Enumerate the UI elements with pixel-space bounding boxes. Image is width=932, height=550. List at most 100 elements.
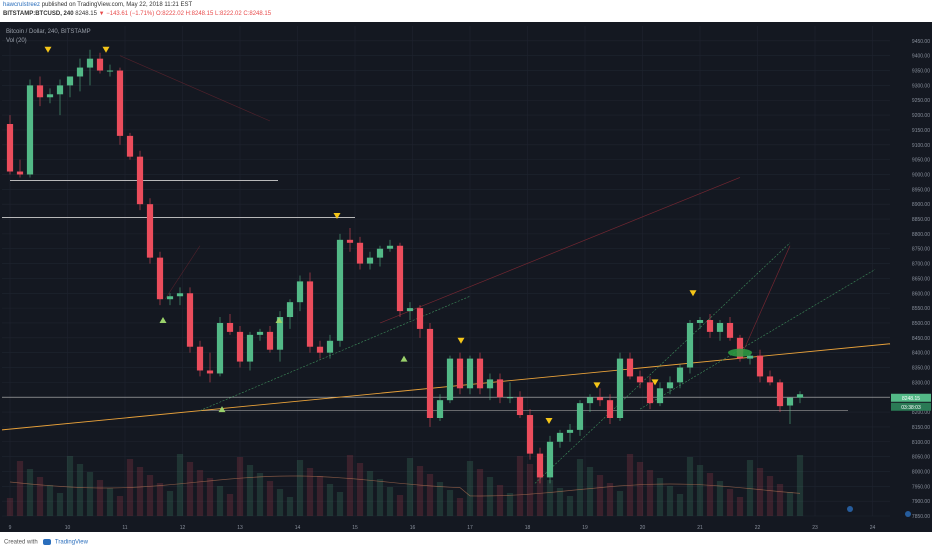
candle-body[interactable]: [116, 70, 124, 136]
candle-body[interactable]: [46, 94, 54, 98]
candle-body[interactable]: [516, 397, 524, 416]
candle-body[interactable]: [96, 58, 104, 71]
candle-body[interactable]: [766, 376, 774, 383]
candle-body[interactable]: [636, 376, 644, 383]
sell-signal-arrow-icon: [689, 290, 697, 297]
candle-body[interactable]: [476, 358, 484, 389]
candle-body[interactable]: [216, 322, 224, 374]
candle-body[interactable]: [306, 281, 314, 347]
candle-body[interactable]: [256, 331, 264, 335]
candle-body[interactable]: [156, 257, 164, 300]
volume-bar: [656, 478, 664, 516]
candle-body[interactable]: [106, 70, 114, 72]
red-trendline[interactable]: [379, 177, 741, 324]
candle-body[interactable]: [76, 67, 84, 77]
candle-body[interactable]: [286, 302, 294, 318]
candle-body[interactable]: [506, 397, 514, 399]
candle-body[interactable]: [66, 76, 74, 86]
red-trendline[interactable]: [119, 55, 271, 122]
candle-body[interactable]: [386, 245, 394, 249]
candle-body[interactable]: [736, 337, 744, 359]
candle-body[interactable]: [36, 85, 44, 98]
candle-body[interactable]: [86, 58, 94, 68]
candle-body[interactable]: [316, 346, 324, 353]
candle-body[interactable]: [56, 85, 64, 95]
candle-body[interactable]: [686, 322, 694, 368]
candle-body[interactable]: [496, 379, 504, 398]
candle-body[interactable]: [576, 403, 584, 430]
author-link[interactable]: hawcrulstreez: [3, 2, 41, 8]
y-tick-label: 8950.00: [912, 187, 930, 193]
candle-body[interactable]: [676, 367, 684, 383]
candle-body[interactable]: [166, 296, 174, 300]
candle-body[interactable]: [26, 85, 34, 175]
candle-body[interactable]: [246, 334, 254, 362]
candle-body[interactable]: [356, 242, 364, 264]
candle-body[interactable]: [146, 204, 154, 258]
candle-body[interactable]: [646, 382, 654, 404]
candle-body[interactable]: [326, 340, 334, 353]
candle-body[interactable]: [206, 370, 214, 374]
red-trendline[interactable]: [164, 245, 201, 300]
candle-body[interactable]: [666, 382, 674, 389]
highlight-ellipse[interactable]: [728, 348, 752, 357]
candle-body[interactable]: [606, 400, 614, 418]
candle-body[interactable]: [596, 397, 604, 401]
candle-body[interactable]: [796, 394, 804, 398]
candle-body[interactable]: [786, 397, 794, 406]
chart-area[interactable]: 9450.00 9400.00 9350.00 9300.00 9250.00 9200.…: [0, 22, 932, 532]
candle-body[interactable]: [566, 429, 574, 433]
candle-body[interactable]: [376, 248, 384, 258]
candle-body[interactable]: [656, 388, 664, 404]
green-channel-line[interactable]: [639, 269, 876, 410]
candle-body[interactable]: [426, 328, 434, 418]
auto-scale-icon[interactable]: [905, 511, 911, 517]
candle-body[interactable]: [6, 124, 14, 172]
candle-body[interactable]: [276, 317, 284, 350]
candle-body[interactable]: [756, 355, 764, 377]
candle-body[interactable]: [696, 320, 704, 323]
candle-body[interactable]: [546, 441, 554, 478]
candle-body[interactable]: [296, 281, 304, 303]
green-channel-line[interactable]: [534, 242, 791, 484]
candle-body[interactable]: [406, 308, 414, 312]
candle-body[interactable]: [416, 308, 424, 329]
volume-bar: [686, 457, 694, 516]
sell-signal-arrow-icon: [651, 379, 659, 386]
candle-body[interactable]: [616, 358, 624, 418]
tradingview-link[interactable]: TradingView: [54, 539, 88, 546]
candle-body[interactable]: [196, 346, 204, 371]
candle-body[interactable]: [446, 358, 454, 401]
candle-body[interactable]: [396, 245, 404, 312]
volume-bar: [76, 464, 84, 516]
candle-body[interactable]: [486, 379, 494, 389]
candle-body[interactable]: [336, 239, 344, 341]
settings-icon[interactable]: [847, 506, 853, 512]
candle-body[interactable]: [746, 355, 754, 359]
red-trendline[interactable]: [739, 245, 791, 359]
candle-body[interactable]: [536, 453, 544, 478]
candle-body[interactable]: [726, 322, 734, 338]
candle-body[interactable]: [706, 320, 714, 332]
candle-body[interactable]: [436, 400, 444, 418]
candle-body[interactable]: [586, 397, 594, 404]
candle-body[interactable]: [466, 358, 474, 389]
candle-body[interactable]: [176, 293, 184, 297]
candle-body[interactable]: [346, 239, 354, 243]
candle-body[interactable]: [266, 331, 274, 350]
candle-body[interactable]: [716, 322, 724, 332]
candle-body[interactable]: [236, 331, 244, 362]
candle-body[interactable]: [776, 382, 784, 407]
candle-body[interactable]: [556, 432, 564, 442]
candle-body[interactable]: [226, 322, 234, 332]
candle-body[interactable]: [126, 135, 134, 157]
candlestick-chart[interactable]: 9450.00 9400.00 9350.00 9300.00 9250.00 9200.…: [0, 22, 932, 532]
candle-body[interactable]: [136, 156, 144, 205]
candle-body[interactable]: [626, 358, 634, 377]
candle-body[interactable]: [456, 358, 464, 389]
candle-body[interactable]: [186, 293, 194, 347]
candle-body[interactable]: [366, 257, 374, 264]
candle-body[interactable]: [16, 171, 24, 175]
volume-bar: [516, 456, 524, 516]
candle-body[interactable]: [526, 415, 534, 454]
